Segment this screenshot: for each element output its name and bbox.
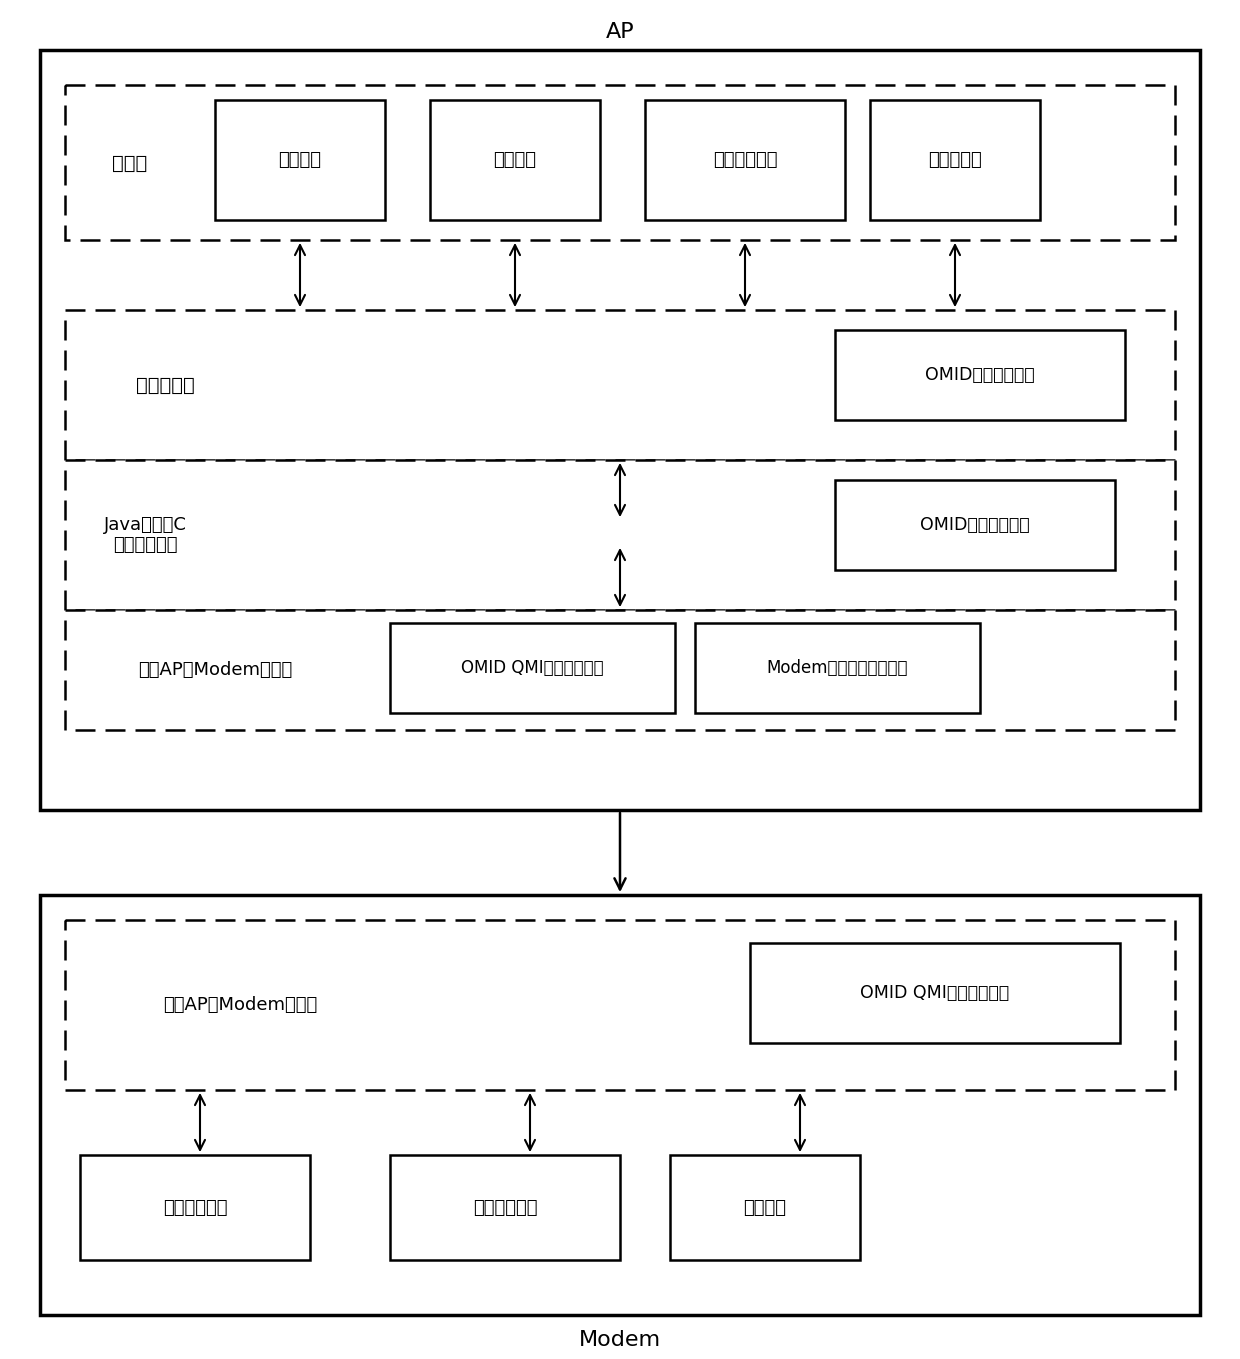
Text: OMID接口转换模块: OMID接口转换模块 — [920, 516, 1029, 534]
Bar — [40, 50, 1200, 810]
Bar — [694, 622, 980, 713]
Text: 网络搜索模块: 网络搜索模块 — [472, 1199, 537, 1216]
Bar — [670, 1155, 861, 1260]
Bar — [64, 310, 1176, 459]
Bar — [391, 622, 675, 713]
Text: Modem执行结果解析模块: Modem执行结果解析模块 — [766, 659, 908, 677]
Bar — [64, 86, 1176, 241]
Bar — [750, 943, 1120, 1042]
Text: 彩信应用: 彩信应用 — [279, 151, 321, 169]
Text: OMID接口透传模块: OMID接口透传模块 — [925, 366, 1035, 385]
Text: 应用层: 应用层 — [113, 154, 148, 173]
Text: 第二AP和Modem通讯层: 第二AP和Modem通讯层 — [162, 996, 317, 1014]
Text: OMID QMI消息解析模块: OMID QMI消息解析模块 — [861, 984, 1009, 1002]
Bar — [215, 101, 384, 220]
Bar — [64, 610, 1176, 730]
Bar — [64, 920, 1176, 1090]
Bar — [81, 1155, 310, 1260]
Text: Java语言和C
语言的转换层: Java语言和C 语言的转换层 — [104, 515, 186, 554]
Bar — [835, 480, 1115, 569]
Text: 客户设置应用: 客户设置应用 — [713, 151, 777, 169]
Bar — [835, 330, 1125, 420]
Bar — [40, 896, 1200, 1316]
Text: Modem: Modem — [579, 1330, 661, 1349]
Text: AP: AP — [605, 22, 635, 42]
Text: OMID QMI消息封装模块: OMID QMI消息封装模块 — [461, 659, 604, 677]
Text: 通话应用: 通话应用 — [494, 151, 537, 169]
Bar — [870, 101, 1040, 220]
Bar — [391, 1155, 620, 1260]
Text: 第一AP和Modem通讯层: 第一AP和Modem通讯层 — [138, 660, 293, 680]
Bar — [64, 459, 1176, 610]
Text: 参数模块: 参数模块 — [744, 1199, 786, 1216]
Text: 工程师应用: 工程师应用 — [928, 151, 982, 169]
Bar — [430, 101, 600, 220]
Text: 通话管理模块: 通话管理模块 — [162, 1199, 227, 1216]
Text: 安卓框架层: 安卓框架层 — [135, 375, 195, 394]
Bar — [645, 101, 844, 220]
